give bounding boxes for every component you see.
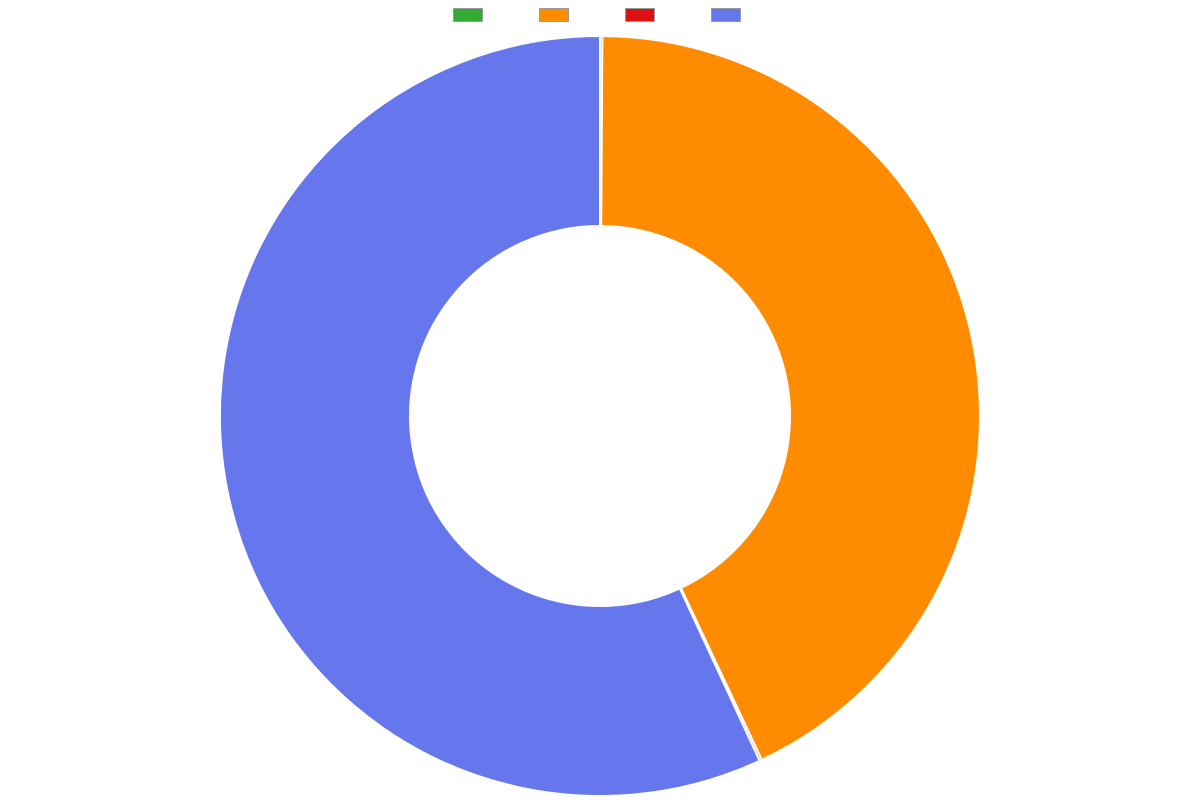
legend-swatch-3	[711, 8, 741, 22]
legend-swatch-0	[453, 8, 483, 22]
legend-item-2	[625, 8, 661, 22]
legend-swatch-2	[625, 8, 655, 22]
legend-item-0	[453, 8, 489, 22]
donut-chart	[0, 26, 1200, 796]
legend-swatch-1	[539, 8, 569, 22]
donut-chart-container	[0, 26, 1200, 796]
chart-legend	[0, 0, 1200, 26]
legend-item-1	[539, 8, 575, 22]
legend-item-3	[711, 8, 747, 22]
